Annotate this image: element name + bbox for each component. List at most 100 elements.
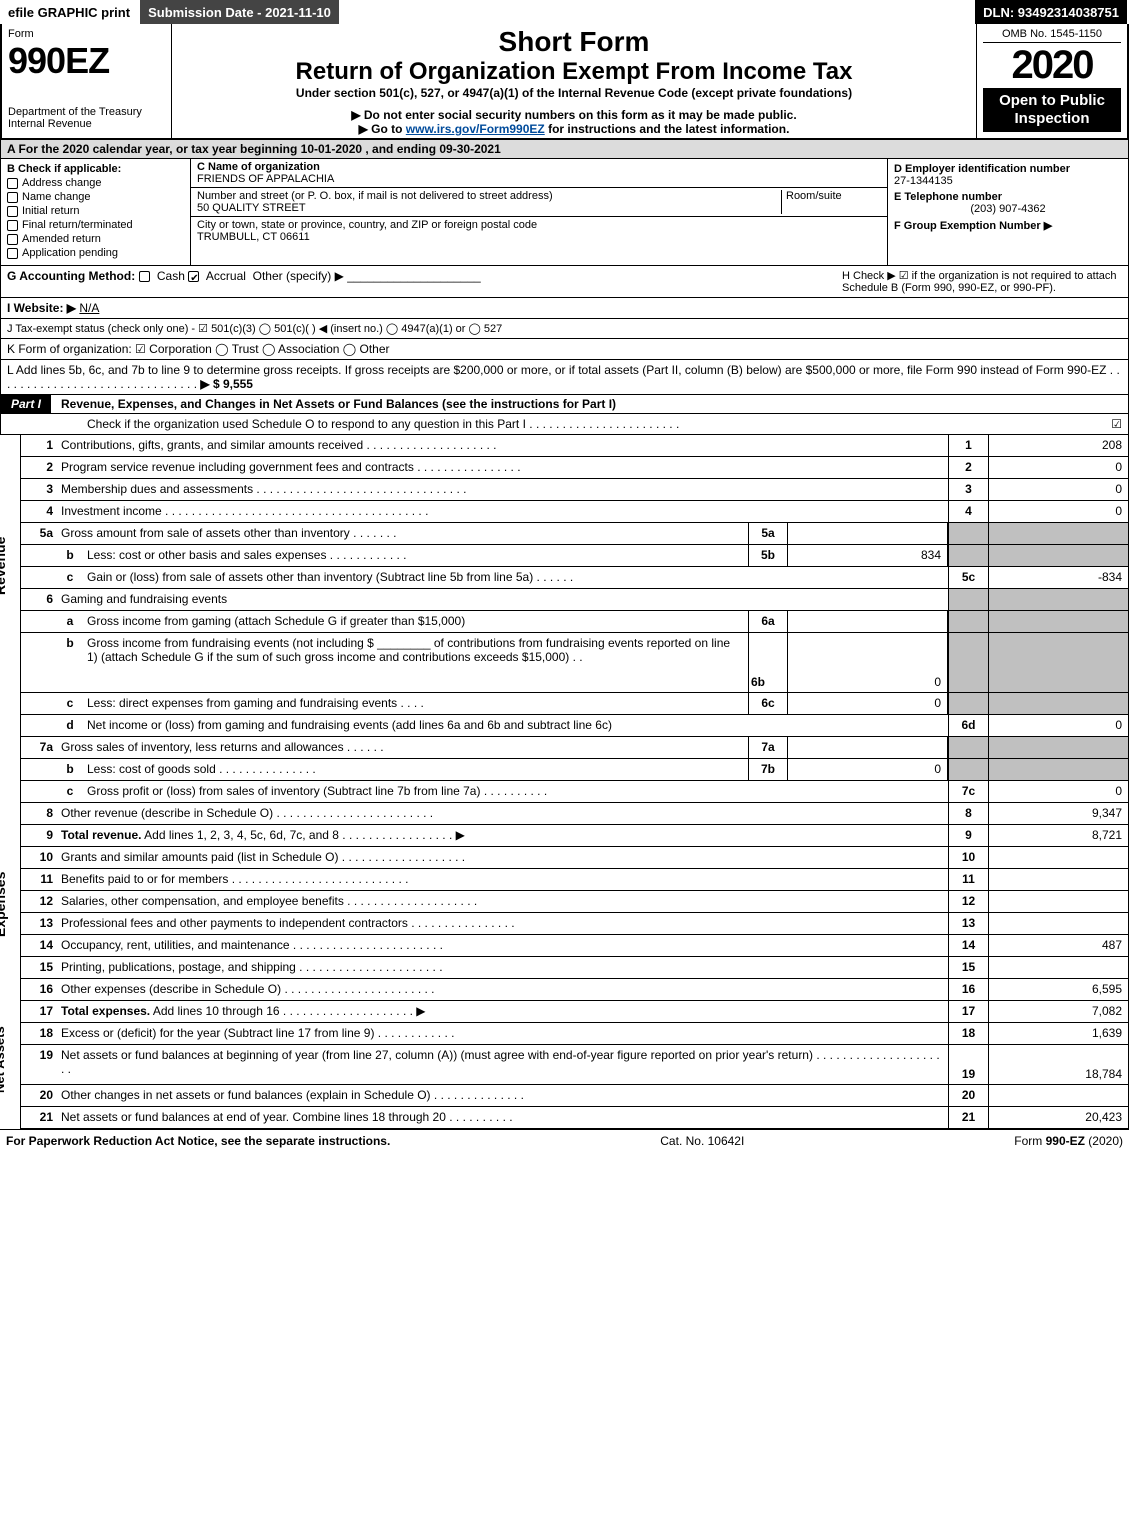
g-label: G Accounting Method: <box>7 269 135 283</box>
line-value-shade <box>988 633 1128 692</box>
check-label: Final return/terminated <box>22 219 133 231</box>
line-num: 20 <box>21 1085 57 1106</box>
line-rnum: 15 <box>948 957 988 978</box>
line-value: 1,639 <box>988 1023 1128 1044</box>
line-desc: Gross profit or (loss) from sales of inv… <box>87 784 480 798</box>
row-i: I Website: ▶ N/A <box>0 298 1129 319</box>
expenses-label: Expenses <box>0 872 8 937</box>
line-7b: b Less: cost of goods sold . . . . . . .… <box>21 759 1128 781</box>
net-assets-label: Net Assets <box>0 1026 7 1093</box>
line-num: 15 <box>21 957 57 978</box>
check-amended-return[interactable]: Amended return <box>7 233 184 245</box>
line-value: 18,784 <box>988 1045 1128 1084</box>
line-num: b <box>57 545 83 566</box>
line-num: a <box>57 611 83 632</box>
check-address-change[interactable]: Address change <box>7 177 184 189</box>
line-5b: b Less: cost or other basis and sales ex… <box>21 545 1128 567</box>
line-num: 4 <box>21 501 57 522</box>
check-name-change[interactable]: Name change <box>7 191 184 203</box>
line-6: 6 Gaming and fundraising events <box>21 589 1128 611</box>
part1-title: Revenue, Expenses, and Changes in Net As… <box>51 397 616 411</box>
part1-header-row: Part I Revenue, Expenses, and Changes in… <box>0 395 1129 414</box>
line-value: 0 <box>988 715 1128 736</box>
form-label: Form <box>8 28 165 40</box>
section-d: D Employer identification number 27-1344… <box>888 159 1128 265</box>
line-rnum: 5c <box>948 567 988 588</box>
line-rnum: 14 <box>948 935 988 956</box>
line-num: 14 <box>21 935 57 956</box>
line-desc: Program service revenue including govern… <box>61 460 414 474</box>
check-application-pending[interactable]: Application pending <box>7 247 184 259</box>
line-value-shade <box>988 545 1128 566</box>
line-num: 2 <box>21 457 57 478</box>
line-num: 7a <box>21 737 57 758</box>
line-17: 17 Total expenses. Add lines 10 through … <box>21 1001 1128 1023</box>
line-value-shade <box>988 693 1128 714</box>
open-to-public: Open to Public Inspection <box>983 88 1121 132</box>
city-label: City or town, state or province, country… <box>197 219 881 231</box>
check-label: Address change <box>22 177 102 189</box>
footer-right: Form 990-EZ (2020) <box>1014 1134 1123 1148</box>
line-value: 7,082 <box>988 1001 1128 1022</box>
line-16: 16 Other expenses (describe in Schedule … <box>21 979 1128 1001</box>
line-midval: 0 <box>788 759 948 780</box>
line-desc: Less: direct expenses from gaming and fu… <box>87 696 397 710</box>
line-4: 4 Investment income . . . . . . . . . . … <box>21 501 1128 523</box>
irs-link[interactable]: www.irs.gov/Form990EZ <box>406 122 545 136</box>
check-final-return[interactable]: Final return/terminated <box>7 219 184 231</box>
cash-checkbox[interactable] <box>139 271 150 282</box>
accrual-checkbox[interactable] <box>188 271 199 282</box>
line-rnum-shade <box>948 737 988 758</box>
expenses-section: Expenses 10 Grants and similar amounts p… <box>0 847 1129 1023</box>
note-goto: ▶ Go to www.irs.gov/Form990EZ for instru… <box>182 122 966 136</box>
part1-check-row: Check if the organization used Schedule … <box>0 414 1129 435</box>
check-label: Application pending <box>22 247 118 259</box>
line-15: 15 Printing, publications, postage, and … <box>21 957 1128 979</box>
line-rnum: 7c <box>948 781 988 802</box>
title-short-form: Short Form <box>182 26 966 58</box>
form-number: 990EZ <box>8 40 165 82</box>
header-left: Form 990EZ Department of the Treasury In… <box>2 24 172 138</box>
line-rnum-shade <box>948 611 988 632</box>
e-label: E Telephone number <box>894 191 1122 203</box>
city-value: TRUMBULL, CT 06611 <box>197 231 881 243</box>
header-right: OMB No. 1545-1150 2020 Open to Public In… <box>977 24 1127 138</box>
line-19: 19 Net assets or fund balances at beginn… <box>21 1045 1128 1085</box>
line-rnum-shade <box>948 759 988 780</box>
line-3: 3 Membership dues and assessments . . . … <box>21 479 1128 501</box>
line-rnum: 1 <box>948 435 988 456</box>
line-value <box>988 913 1128 934</box>
org-name-row: C Name of organization FRIENDS OF APPALA… <box>191 159 887 188</box>
line-desc: Salaries, other compensation, and employ… <box>61 894 344 908</box>
row-g: G Accounting Method: Cash Accrual Other … <box>7 269 842 294</box>
check-label: Amended return <box>22 233 101 245</box>
line-rnum-shade <box>948 545 988 566</box>
line-midnum: 5b <box>748 545 788 566</box>
other-label: Other (specify) ▶ <box>253 269 344 283</box>
part1-label: Part I <box>1 395 51 413</box>
section-c: C Name of organization FRIENDS OF APPALA… <box>191 159 888 265</box>
tax-year: 2020 <box>983 43 1121 88</box>
line-num: b <box>57 633 83 692</box>
accrual-label: Accrual <box>206 269 246 283</box>
line-value: 208 <box>988 435 1128 456</box>
section-b: B Check if applicable: Address change Na… <box>1 159 191 265</box>
line-14: 14 Occupancy, rent, utilities, and maint… <box>21 935 1128 957</box>
line-rnum: 3 <box>948 479 988 500</box>
line-desc: Net assets or fund balances at end of ye… <box>61 1110 446 1124</box>
line-rnum: 6d <box>948 715 988 736</box>
line-21: 21 Net assets or fund balances at end of… <box>21 1107 1128 1129</box>
line-midnum: 6b <box>748 633 788 692</box>
line-num: 18 <box>21 1023 57 1044</box>
check-initial-return[interactable]: Initial return <box>7 205 184 217</box>
line-num: 12 <box>21 891 57 912</box>
line-2: 2 Program service revenue including gove… <box>21 457 1128 479</box>
line-num: 17 <box>21 1001 57 1022</box>
line-desc: Membership dues and assessments <box>61 482 253 496</box>
row-l: L Add lines 5b, 6c, and 7b to line 9 to … <box>0 360 1129 395</box>
line-rnum-shade <box>948 523 988 544</box>
line-num: 19 <box>21 1045 57 1084</box>
row-a-tax-year: A For the 2020 calendar year, or tax yea… <box>0 140 1129 159</box>
line-desc: Other revenue (describe in Schedule O) <box>61 806 273 820</box>
line-7a: 7a Gross sales of inventory, less return… <box>21 737 1128 759</box>
